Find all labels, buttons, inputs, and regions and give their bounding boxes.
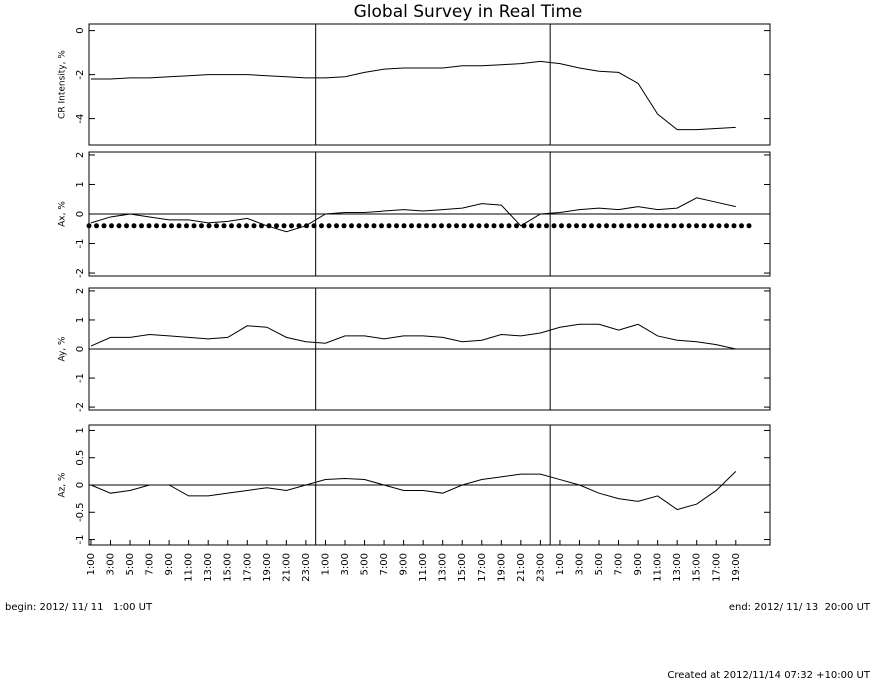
x-tick-label: 15:00 [692,553,703,582]
data-line [90,323,736,350]
created-label: Created at 2012/11/14 07:32 +10:00 UT [667,670,870,681]
data-line [90,60,736,131]
y-tick-label: -0.5 [75,503,86,523]
y-tick-label: 0 [75,346,86,352]
x-tick-label: 1:00 [555,553,566,575]
panel-frame [88,23,771,146]
x-tick-label: 11:00 [418,553,429,582]
x-tick-label: 3:00 [340,553,351,575]
x-tick-label: 15:00 [457,553,468,582]
y-tick-label: 0 [75,211,86,217]
y-axis-label: CR Intensity, % [58,50,68,119]
y-tick-label: -1 [75,535,86,545]
x-tick-label: 7:00 [379,553,390,575]
x-tick-label: 19:00 [731,553,742,582]
x-tick-label: 17:00 [477,553,488,582]
data-line [90,197,736,233]
y-tick-label: -2 [75,268,86,278]
y-tick-label: 1 [75,427,86,433]
x-tick-label: 19:00 [496,553,507,582]
x-tick-label: 13:00 [203,553,214,582]
x-tick-label: 5:00 [594,553,605,575]
y-tick-label: -1 [75,373,86,383]
x-tick-label: 9:00 [164,553,175,575]
end-label: end: 2012/ 11/ 13 20:00 UT [729,602,871,613]
y-tick-label: 0 [75,482,86,488]
begin-label: begin: 2012/ 11/ 11 1:00 UT [5,602,153,613]
x-tick-label: 17:00 [242,553,253,582]
x-tick-label: 21:00 [516,553,527,582]
y-tick-label: 1 [75,317,86,323]
x-tick-label: 15:00 [223,553,234,582]
y-tick-label: 2 [75,288,86,294]
x-tick-label: 11:00 [653,553,664,582]
x-tick-label: 3:00 [574,553,585,575]
y-tick-label: 0 [75,27,86,33]
y-axis-label: Ay, % [58,336,68,362]
y-tick-label: 0.5 [75,450,86,466]
x-tick-label: 13:00 [438,553,449,582]
y-tick-label: -4 [75,114,86,124]
y-axis-label: Az, % [58,472,68,498]
x-tick-label: 11:00 [184,553,195,582]
y-tick-label: -2 [75,70,86,80]
x-tick-label: 1:00 [320,553,331,575]
x-tick-label: 7:00 [614,553,625,575]
y-tick-label: -2 [75,402,86,412]
x-tick-label: 3:00 [105,553,116,575]
x-tick-label: 5:00 [360,553,371,575]
x-tick-label: 21:00 [281,553,292,582]
y-tick-label: 1 [75,181,86,187]
x-tick-label: 19:00 [262,553,273,582]
y-axis-label: Ax, % [58,201,68,227]
y-tick-label: -1 [75,239,86,249]
x-tick-label: 5:00 [125,553,136,575]
x-tick-label: 9:00 [399,553,410,575]
x-tick-label: 23:00 [301,553,312,582]
x-tick-label: 23:00 [535,553,546,582]
x-tick-label: 7:00 [145,553,156,575]
data-line [90,471,737,511]
x-tick-label: 13:00 [672,553,683,582]
chart-title: Global Survey in Real Time [354,2,583,22]
x-tick-label: 1:00 [86,553,97,575]
y-tick-label: 2 [75,152,86,158]
x-tick-label: 17:00 [711,553,722,582]
x-tick-label: 9:00 [633,553,644,575]
